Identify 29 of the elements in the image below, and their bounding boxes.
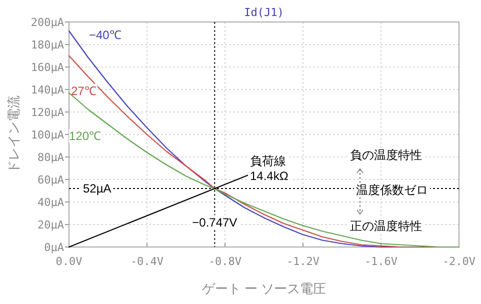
ref-line-label: −0.747V <box>192 215 238 230</box>
chart-title: Id(J1) <box>244 6 284 19</box>
annotation: 正の温度特性 <box>350 219 422 233</box>
y-tick-label: 160µA <box>30 61 64 74</box>
y-tick-label: 200µA <box>30 16 64 29</box>
ref-line-label: 52µA <box>83 182 112 196</box>
y-axis-title: ドレイン電流 <box>6 96 21 174</box>
series-label: 120℃ <box>69 128 102 143</box>
y-tick-label: 80µA <box>38 151 64 164</box>
series-label: −40℃ <box>89 28 122 42</box>
y-tick-label: 120µA <box>30 106 64 119</box>
annotation: 負荷線 <box>250 154 286 168</box>
x-tick-label: -0.8V <box>208 255 242 268</box>
x-tick-label: -1.6V <box>364 255 398 268</box>
y-tick-label: 140µA <box>30 84 64 96</box>
y-tick-label: 40µA <box>38 196 64 209</box>
x-tick-label: 0.0V <box>56 255 83 268</box>
annotation: 負の温度特性 <box>350 148 422 162</box>
x-tick-label: -1.2V <box>286 255 320 268</box>
y-tick-label: 20µA <box>38 218 64 232</box>
y-tick-label: 60µA <box>38 174 64 186</box>
y-tick-label: 100µA <box>30 128 64 142</box>
x-axis-title: ゲート ー ソース電圧 <box>202 281 326 296</box>
annotation: 14.4kΩ <box>250 169 288 183</box>
y-tick-label: 0µA <box>44 241 64 254</box>
series-label: 27℃ <box>71 84 96 98</box>
y-tick-label: 180µA <box>30 38 64 52</box>
x-tick-label: -0.4V <box>130 255 164 268</box>
x-tick-label: -2.0V <box>442 255 476 268</box>
